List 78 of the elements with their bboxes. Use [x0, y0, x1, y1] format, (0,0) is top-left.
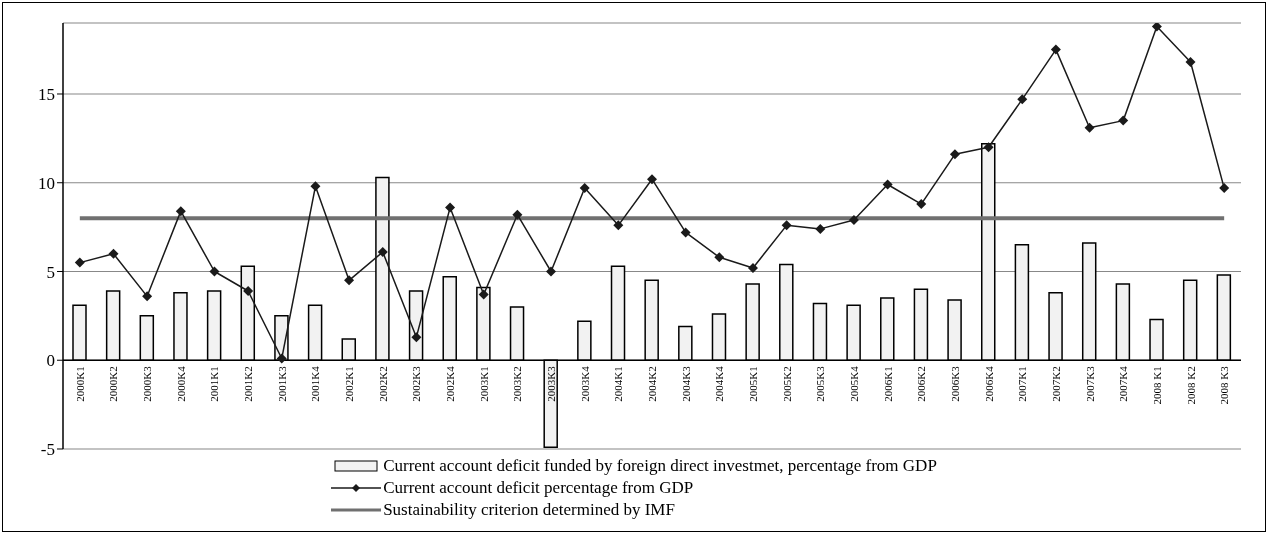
point: [1050, 44, 1061, 55]
legend-label: Sustainability criterion determined by IMF: [383, 499, 675, 521]
x-tick-label: 2008 K3: [1218, 365, 1231, 405]
point: [949, 149, 960, 160]
point: [108, 248, 119, 259]
x-tick-label: 2001K2: [242, 366, 255, 402]
x-tick-label: 2006K2: [915, 366, 928, 402]
x-tick-label: 2000K3: [141, 365, 154, 402]
point: [1219, 183, 1230, 194]
x-tick-label: 2000K1: [73, 366, 86, 402]
x-tick-label: 2003K3: [545, 365, 558, 402]
point: [1151, 23, 1162, 32]
x-tick-label: 2005K2: [780, 366, 793, 402]
x-tick-label: 2002K4: [444, 365, 457, 402]
x-tick-label: 2004K2: [646, 366, 658, 402]
x-tick-label: 2007K1: [1016, 366, 1029, 402]
point: [344, 275, 355, 286]
point: [579, 183, 590, 194]
x-tick-label: 2006K1: [881, 366, 894, 402]
x-tick-label: 2004K1: [612, 366, 625, 402]
point: [310, 181, 321, 192]
point: [243, 286, 254, 297]
point: [377, 246, 388, 257]
x-tick-label: 2006K4: [982, 365, 995, 402]
point: [916, 199, 927, 210]
x-tick-label: 2002K1: [343, 366, 356, 402]
y-tick-label: 15: [38, 85, 55, 105]
point: [680, 227, 691, 238]
point: [142, 291, 153, 302]
y-tick-label: 0: [46, 351, 55, 371]
legend-label: Current account deficit percentage from GDP: [383, 477, 694, 499]
point: [747, 262, 758, 273]
x-tick-label: 2000K4: [174, 365, 187, 402]
x-tick-label: 2008 K1: [1150, 366, 1163, 405]
point: [411, 332, 422, 343]
point: [1185, 57, 1196, 68]
x-tick-label: 2007K2: [1049, 366, 1062, 402]
x-tick-label: 2007K4: [1117, 365, 1130, 402]
point: [276, 353, 287, 364]
y-tick-label: 5: [46, 262, 55, 282]
y-tick-label: 10: [38, 173, 55, 193]
point: [512, 209, 523, 220]
legend-label: Current account deficit funded by foreign direct investmet, percentage from GDP: [383, 455, 937, 477]
x-tick-label: 2004K3: [679, 365, 692, 402]
x-tick-label: 2001K3: [275, 365, 288, 402]
point: [815, 223, 826, 234]
point: [1084, 122, 1095, 133]
x-tick-label: 2005K1: [746, 366, 759, 402]
point: [882, 179, 893, 190]
x-tick-label: 2003K2: [511, 366, 524, 402]
x-tick-label: 2001K1: [208, 366, 221, 402]
point: [613, 220, 624, 231]
x-tick-label: 2005K3: [814, 365, 827, 402]
point: [647, 174, 657, 185]
x-tick-label: 2005K4: [847, 365, 860, 402]
point: [478, 289, 489, 300]
x-tick-label: 2003K1: [477, 366, 490, 402]
x-tick-label: 2006K3: [948, 365, 961, 402]
x-tick-label: 2003K4: [578, 365, 591, 402]
point: [445, 202, 456, 213]
x-tick-label: 2004K4: [713, 365, 726, 402]
point: [74, 257, 85, 268]
point: [175, 206, 186, 217]
point: [209, 266, 220, 277]
x-tick-label: 2002K2: [376, 366, 389, 402]
point: [1118, 115, 1129, 126]
point: [546, 266, 557, 277]
y-tick-label: -5: [40, 440, 55, 460]
point: [848, 215, 859, 226]
point: [1017, 94, 1028, 105]
point: [983, 142, 994, 153]
x-tick-label: 2000K2: [107, 366, 120, 402]
point: [714, 252, 725, 263]
x-tick-label: 2002K3: [410, 365, 423, 402]
x-tick-label: 2007K3: [1083, 365, 1096, 402]
x-tick-label: 2001K4: [309, 365, 322, 402]
x-tick-label: 2008 K2: [1184, 366, 1197, 405]
point: [781, 220, 792, 231]
